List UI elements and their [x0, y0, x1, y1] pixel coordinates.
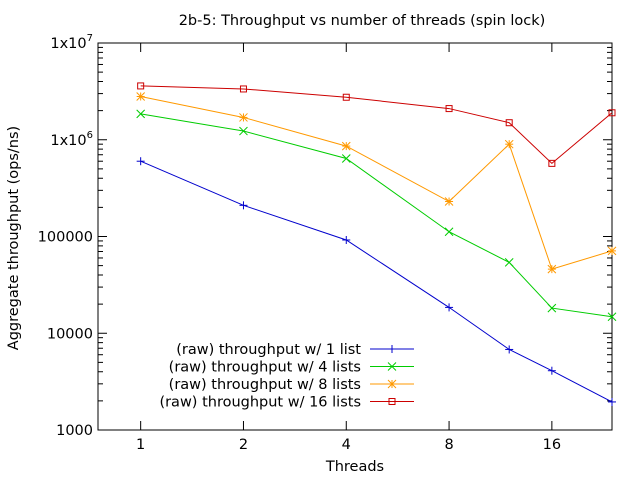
data-point [505, 345, 514, 354]
data-point [341, 141, 351, 151]
legend-label: (raw) throughput w/ 16 lists [159, 395, 361, 411]
data-point [136, 109, 146, 119]
y-tick-label: 10000 [47, 326, 93, 342]
data-point [607, 312, 617, 322]
data-point [137, 82, 145, 90]
data-point [239, 113, 248, 122]
data-point [547, 303, 557, 313]
legend-label: (raw) throughput w/ 4 lists [169, 360, 361, 376]
data-point [444, 227, 454, 237]
data-point [388, 345, 396, 353]
data-point [136, 157, 145, 166]
x-tick-label: 2 [239, 437, 248, 453]
data-point [607, 246, 617, 256]
data-point [547, 264, 557, 274]
y-tick-label: 1x107 [50, 33, 93, 52]
data-point [505, 119, 513, 127]
data-point [445, 303, 454, 312]
legend: (raw) throughput w/ 1 list (raw) throughp… [159, 342, 414, 411]
series-2 [136, 109, 617, 322]
y-tick-label: 1x106 [50, 130, 93, 149]
data-point [341, 154, 351, 163]
legend-entry: (raw) throughput w/ 1 list [176, 342, 414, 358]
data-point [387, 379, 397, 389]
legend-entry: (raw) throughput w/ 4 lists [169, 360, 414, 376]
series-1 [136, 157, 616, 406]
data-point [608, 109, 616, 117]
series-line [140, 85, 613, 165]
legend-entry: (raw) throughput w/ 8 lists [169, 377, 414, 393]
data-point [342, 93, 350, 101]
data-point [445, 105, 453, 113]
y-tick-exponent: 6 [87, 130, 93, 141]
legend-label: (raw) throughput w/ 1 list [176, 342, 361, 358]
series-line [140, 113, 613, 318]
series-line [140, 95, 613, 270]
series-4 [137, 82, 616, 167]
data-point [388, 398, 396, 405]
data-point [444, 197, 454, 206]
legend-label: (raw) throughput w/ 8 lists [169, 377, 361, 393]
data-point [136, 92, 146, 101]
data-point [387, 362, 397, 371]
y-tick-label: 1000 [56, 423, 93, 439]
data-point [239, 126, 248, 136]
data-point [504, 139, 514, 149]
series-3 [136, 92, 617, 274]
axes-layer: 1000 10000 100000 1x106 1x107 1 2 4 8 16 [38, 33, 613, 453]
data-point [608, 397, 616, 406]
data-point [239, 85, 247, 93]
chart-title: 2b-5: Throughput vs number of threads (s… [179, 13, 546, 29]
x-tick-label: 16 [543, 437, 561, 453]
legend-entry: (raw) throughput w/ 16 lists [159, 395, 414, 411]
x-axis-label: Threads [325, 459, 384, 475]
data-point [342, 236, 351, 245]
data-point [504, 258, 514, 267]
x-tick-label: 4 [342, 437, 351, 453]
y-axis-label: Aggregate throughput (ops/ns) [6, 126, 22, 350]
y-tick-exponent: 7 [87, 33, 93, 44]
x-tick-label: 1 [136, 437, 145, 453]
data-point [239, 201, 248, 210]
x-tick-label: 8 [444, 437, 453, 453]
series-layer [136, 82, 617, 406]
y-tick-label: 100000 [38, 230, 93, 246]
data-point [548, 159, 556, 167]
data-point [547, 366, 556, 375]
